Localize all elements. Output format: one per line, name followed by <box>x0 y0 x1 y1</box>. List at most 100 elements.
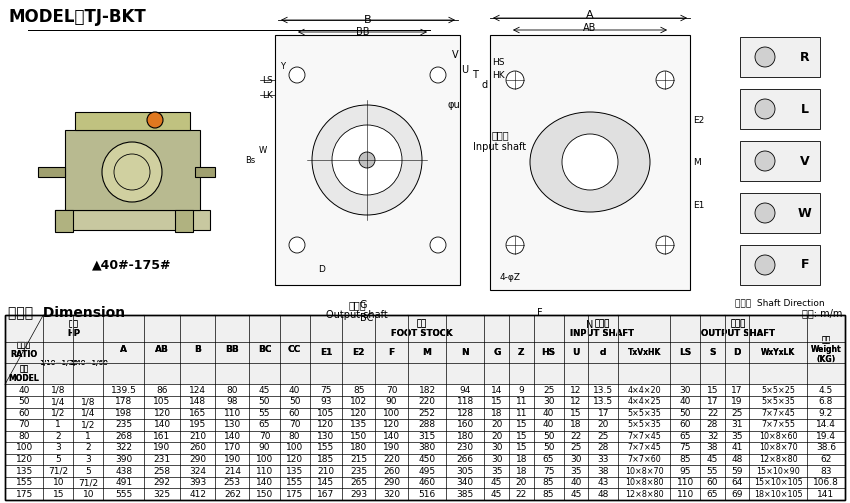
Bar <box>490 35 690 290</box>
Text: 106.8: 106.8 <box>813 478 839 487</box>
Text: 9: 9 <box>518 386 524 395</box>
Text: 80: 80 <box>19 432 30 441</box>
Text: 38.6: 38.6 <box>816 444 836 453</box>
Text: 17: 17 <box>598 409 609 418</box>
Text: 215: 215 <box>350 455 367 464</box>
Text: U: U <box>462 65 468 75</box>
Text: 110: 110 <box>677 490 694 498</box>
Text: 型号
MODEL: 型号 MODEL <box>8 364 39 383</box>
Text: 1/10~1/30: 1/10~1/30 <box>39 360 77 366</box>
Text: E1: E1 <box>320 348 332 357</box>
Text: 150: 150 <box>350 432 367 441</box>
Text: V: V <box>800 154 810 167</box>
Text: 50: 50 <box>19 397 30 406</box>
Text: Y: Y <box>280 62 286 71</box>
Text: 38: 38 <box>598 467 609 476</box>
Text: WxYxLK: WxYxLK <box>761 348 796 357</box>
Text: G: G <box>360 300 367 310</box>
Text: φu: φu <box>447 100 460 110</box>
Text: 322: 322 <box>116 444 133 453</box>
Text: 198: 198 <box>116 409 133 418</box>
Text: 17: 17 <box>731 386 743 395</box>
Text: 50: 50 <box>679 409 691 418</box>
Text: 214: 214 <box>224 467 241 476</box>
Text: 450: 450 <box>418 455 435 464</box>
Text: 出力軸
OUTPUT SHAFT: 出力軸 OUTPUT SHAFT <box>701 319 775 338</box>
Text: 22: 22 <box>516 490 527 498</box>
Text: 40: 40 <box>19 386 30 395</box>
Text: 60: 60 <box>679 421 691 430</box>
Text: 340: 340 <box>456 478 473 487</box>
Bar <box>38 167 65 177</box>
Text: 6.8: 6.8 <box>819 397 833 406</box>
Text: 195: 195 <box>189 421 207 430</box>
Text: A: A <box>121 345 128 354</box>
Circle shape <box>562 134 618 190</box>
Text: 110: 110 <box>677 478 694 487</box>
Text: 182: 182 <box>418 386 435 395</box>
Text: 148: 148 <box>189 397 207 406</box>
Text: 33: 33 <box>598 455 609 464</box>
Text: 25: 25 <box>598 432 609 441</box>
Text: 1/4: 1/4 <box>51 397 65 406</box>
Text: 15: 15 <box>516 444 527 453</box>
Text: 60: 60 <box>19 409 30 418</box>
Text: 150: 150 <box>256 490 273 498</box>
Text: 90: 90 <box>258 444 270 453</box>
Text: 20: 20 <box>598 421 609 430</box>
Text: 30: 30 <box>491 455 502 464</box>
Text: A: A <box>121 345 128 354</box>
Text: 12: 12 <box>570 397 581 406</box>
Text: 18×10×105: 18×10×105 <box>754 490 802 498</box>
Text: U: U <box>572 348 580 357</box>
Text: 14.4: 14.4 <box>816 421 836 430</box>
Text: 170: 170 <box>224 444 241 453</box>
Text: 马力
HP: 马力 HP <box>67 319 80 338</box>
Circle shape <box>755 203 775 223</box>
Text: 出力軸: 出力軸 <box>348 300 366 310</box>
Text: 18: 18 <box>491 409 502 418</box>
Text: 90: 90 <box>386 397 397 406</box>
Text: 25: 25 <box>543 386 554 395</box>
Text: 141: 141 <box>818 490 835 498</box>
Text: 2: 2 <box>86 444 91 453</box>
Bar <box>740 37 820 77</box>
Text: 253: 253 <box>224 478 241 487</box>
Text: d: d <box>600 348 606 357</box>
Circle shape <box>359 152 375 168</box>
Text: 160: 160 <box>456 421 474 430</box>
Circle shape <box>430 67 446 83</box>
Text: LK: LK <box>262 91 273 100</box>
Text: 20: 20 <box>491 432 502 441</box>
Text: HK: HK <box>492 70 505 79</box>
Text: 120: 120 <box>317 421 335 430</box>
Text: N: N <box>462 348 469 357</box>
Text: 235: 235 <box>116 421 133 430</box>
Text: 重量
Weight
(KG): 重量 Weight (KG) <box>811 336 842 364</box>
Text: 5: 5 <box>55 455 61 464</box>
Text: 10×8×80: 10×8×80 <box>625 478 664 487</box>
Text: 140: 140 <box>383 432 400 441</box>
Text: 5×5×35: 5×5×35 <box>627 409 661 418</box>
Text: 305: 305 <box>456 467 474 476</box>
Text: U: U <box>572 348 580 357</box>
Text: 412: 412 <box>189 490 206 498</box>
Text: 10×8×70: 10×8×70 <box>759 444 797 453</box>
Text: 7×7×45: 7×7×45 <box>627 432 661 441</box>
Text: 235: 235 <box>350 467 367 476</box>
Text: AB: AB <box>156 345 169 354</box>
Text: 161: 161 <box>154 432 171 441</box>
Text: 438: 438 <box>116 467 133 476</box>
Text: 65: 65 <box>543 455 554 464</box>
Text: 385: 385 <box>456 490 474 498</box>
Text: 4×4×20: 4×4×20 <box>627 386 661 395</box>
Text: E2: E2 <box>693 116 705 125</box>
Text: 190: 190 <box>154 444 171 453</box>
Text: 120: 120 <box>15 455 32 464</box>
Text: 120: 120 <box>383 421 400 430</box>
Text: 130: 130 <box>224 421 241 430</box>
Text: TxVxHK: TxVxHK <box>627 348 661 357</box>
Text: 185: 185 <box>317 455 335 464</box>
Text: 12: 12 <box>570 386 581 395</box>
Circle shape <box>755 47 775 67</box>
